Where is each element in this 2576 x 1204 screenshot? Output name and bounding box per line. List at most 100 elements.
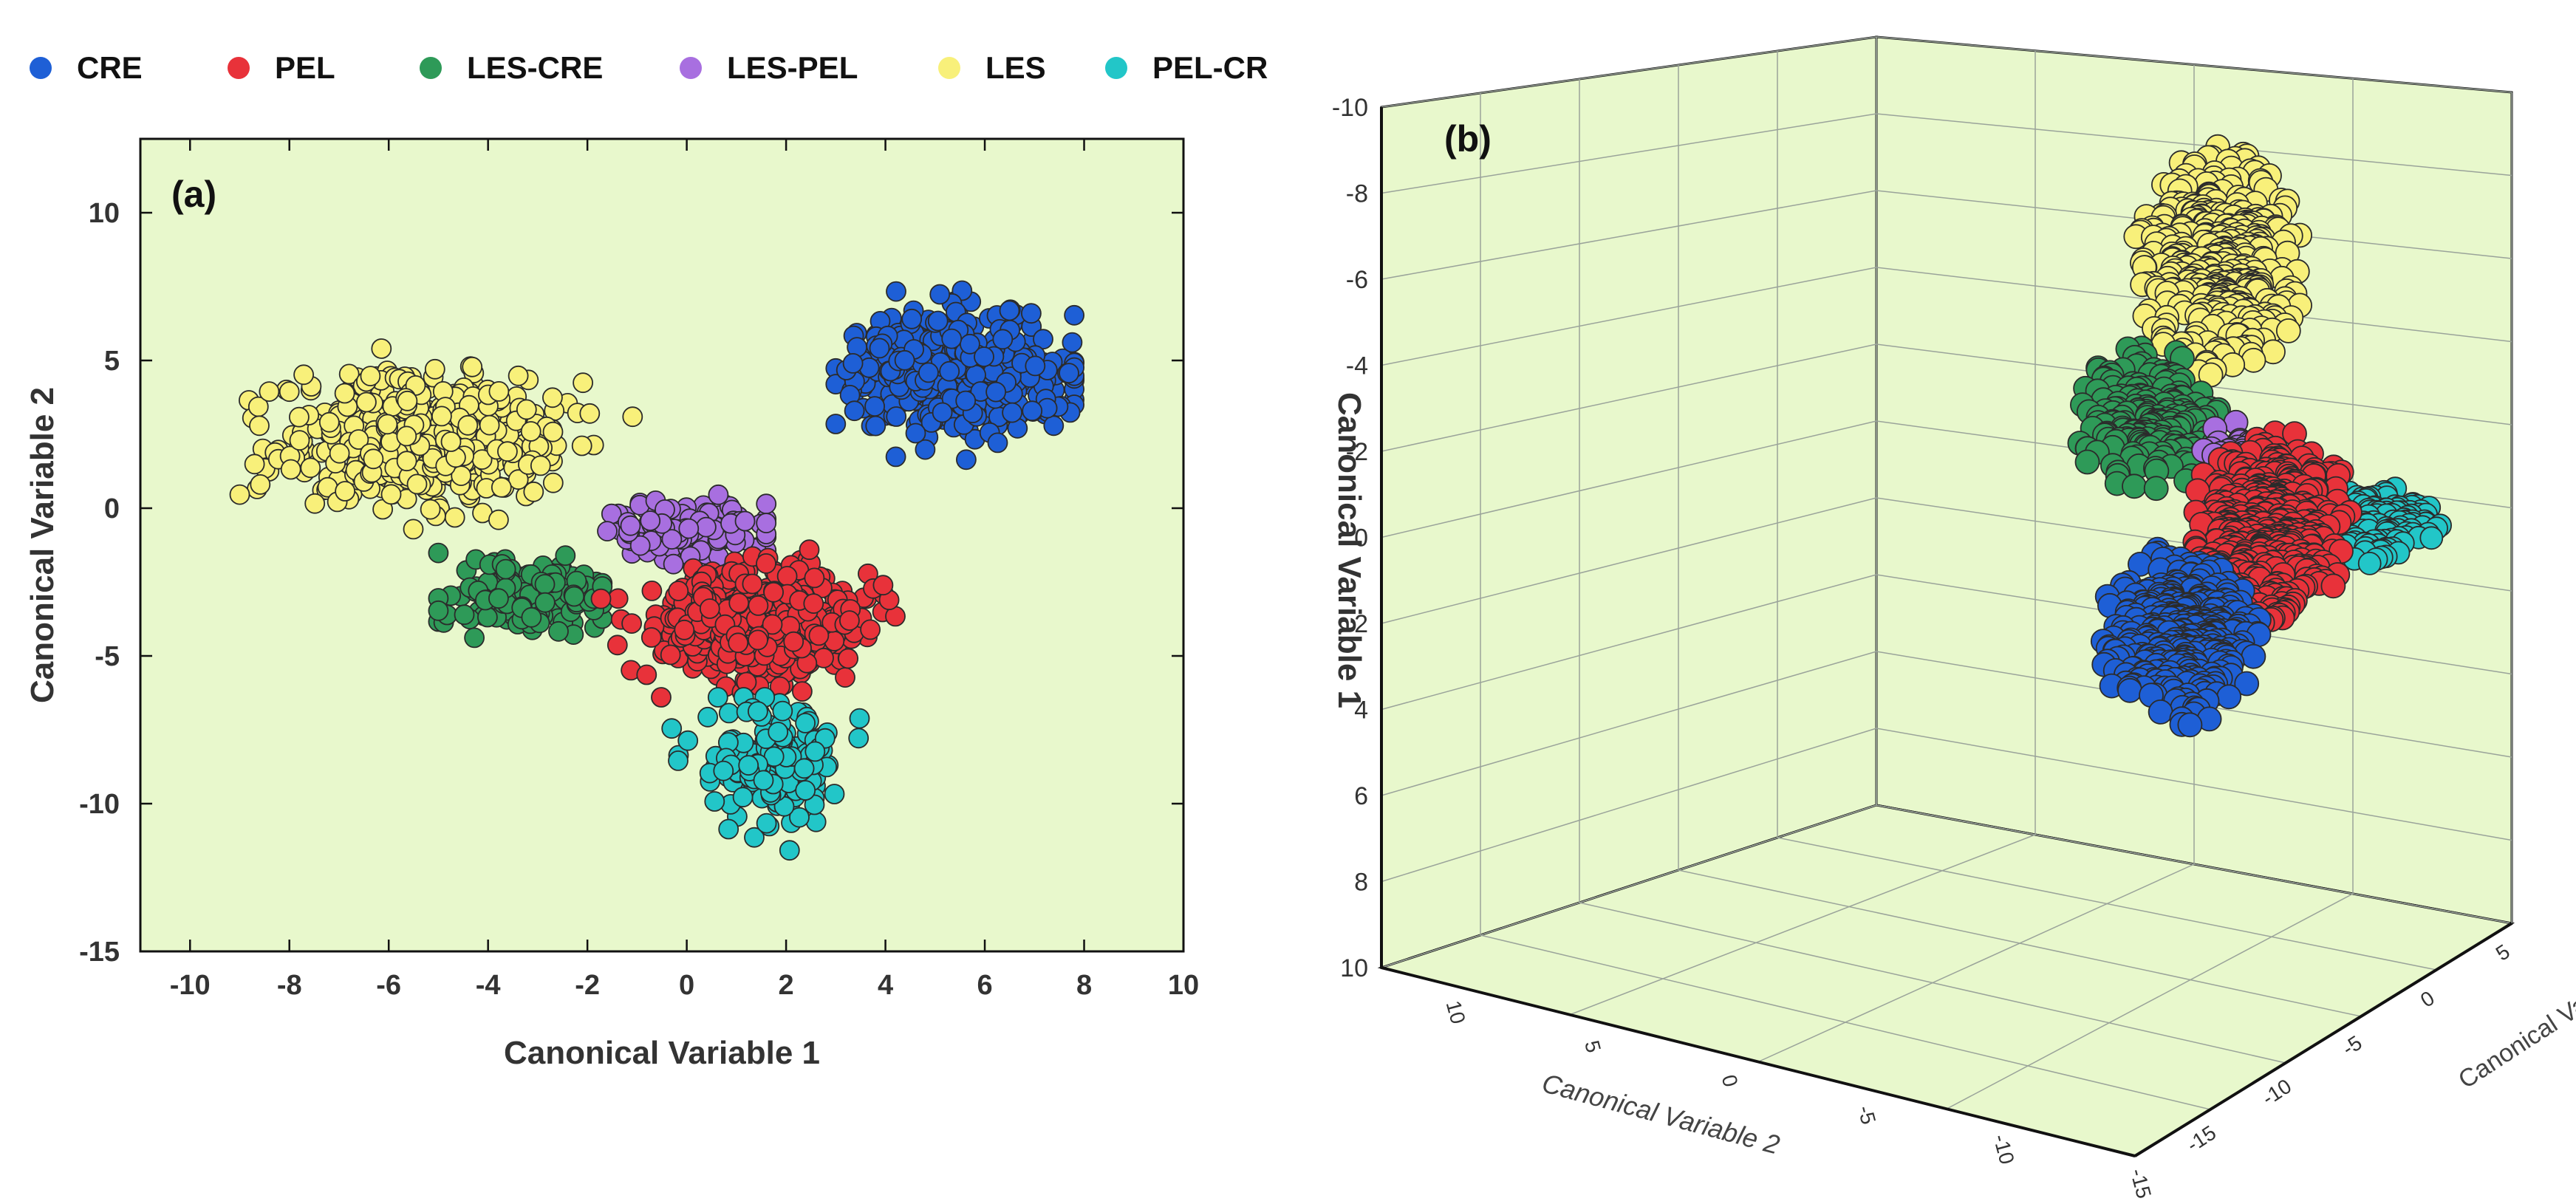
data-point-pel [728, 592, 750, 614]
z-tick-label: 5 [2492, 940, 2514, 965]
x-tick-label: -2 [575, 970, 600, 1001]
data-point-pel [660, 644, 681, 666]
axis-ticks-a: -10 -8 -6 -4 -2 0 2 4 6 8 10 -15 -10 -5 0 5 10 [79, 139, 1199, 1001]
data-point-pel [763, 581, 784, 603]
data-point-les [329, 442, 350, 464]
data-point-les-pel [597, 521, 618, 541]
data-point-pel-cr [713, 760, 734, 781]
data-point-les [304, 493, 326, 514]
x-tick-label: 4 [878, 970, 893, 1001]
legend-label-les: LES [985, 50, 1046, 85]
data-point-les-cre [2074, 449, 2100, 475]
data-point-pel [792, 681, 813, 702]
data-point-les-pel [678, 518, 700, 539]
data-point-les [530, 455, 551, 476]
data-point-pel [783, 631, 804, 652]
data-point-cre [865, 415, 886, 437]
data-point-les [579, 403, 601, 424]
legend-label-les-pel: LES-PEL [727, 50, 858, 85]
y-tick-label: -5 [95, 641, 120, 672]
x-tick-label: 6 [977, 970, 992, 1001]
y-tick-label: 8 [1354, 869, 1368, 897]
data-point-pel-cr [756, 813, 777, 834]
data-point-pel [699, 598, 720, 619]
data-point-les [377, 414, 398, 435]
data-point-pel-cr [2419, 526, 2444, 550]
data-point-pel-cr [795, 780, 816, 801]
data-point-les [396, 451, 417, 472]
data-point-pel-cr [707, 687, 728, 708]
data-point-pel [2320, 573, 2346, 599]
data-point-pel-cr [804, 794, 825, 815]
data-point-cre [886, 406, 907, 427]
data-point-les-cre [477, 606, 498, 628]
data-point-les [542, 421, 564, 442]
data-point-les-cre [454, 604, 475, 626]
y-tick-label: -8 [1346, 180, 1368, 208]
data-point-cre [869, 338, 890, 359]
data-point-les [497, 441, 518, 462]
data-point-les [2275, 318, 2301, 343]
data-point-pel [803, 593, 824, 614]
data-point-pel-cr [824, 784, 845, 804]
data-point-les-pel [756, 493, 777, 515]
data-point-pel [776, 566, 798, 586]
data-point-les [249, 415, 270, 437]
legend-label-les-cre: LES-CRE [467, 50, 604, 85]
data-point-pel-cr [849, 708, 870, 729]
data-point-pel [804, 567, 825, 589]
data-point-pel [762, 614, 783, 635]
data-point-cre [2177, 712, 2203, 738]
data-point-les [424, 358, 445, 380]
data-point-les-pel [708, 484, 729, 505]
y-tick-label: 0 [104, 493, 120, 524]
data-point-pel [590, 588, 612, 609]
data-point-les-cre [495, 558, 516, 580]
data-point-les-cre [534, 592, 556, 613]
data-point-pel-cr [793, 758, 815, 779]
data-point-pel-cr [789, 807, 810, 828]
data-point-pel-cr [2357, 552, 2382, 575]
data-point-cre [2216, 684, 2242, 710]
data-point-les-cre [2143, 476, 2169, 502]
data-point-les [300, 457, 321, 479]
data-point-cre [1059, 363, 1079, 384]
data-point-les-cre [555, 545, 576, 567]
legend-marker-les-pel [680, 57, 702, 79]
data-point-pel [728, 632, 749, 654]
data-point-les [293, 364, 315, 386]
data-point-pel-cr [779, 840, 800, 861]
data-point-cre [905, 423, 926, 444]
data-point-cre [918, 362, 939, 383]
x-tick-label: 10 [1442, 998, 1470, 1026]
data-point-les [508, 365, 529, 386]
data-point-cre [2148, 700, 2173, 725]
series-pel-cr [661, 687, 870, 861]
y-tick-label: -6 [1346, 266, 1368, 294]
data-point-pel-cr [718, 702, 739, 724]
data-point-les [244, 454, 265, 475]
data-point-les [488, 380, 510, 402]
data-point-pel-cr [677, 730, 699, 751]
data-point-les-cre [521, 606, 542, 628]
data-point-cre [844, 400, 865, 422]
data-point-pel [668, 581, 689, 601]
data-point-pel [835, 667, 855, 688]
data-point-pel-cr [795, 713, 816, 733]
data-point-les [516, 399, 537, 420]
z-tick-label: -10 [2258, 1075, 2295, 1110]
y-tick-label: -15 [79, 937, 120, 968]
z-axis-label-b: Canonical Variable 3 [2453, 945, 2576, 1094]
y-tick-label: 5 [104, 346, 120, 377]
legend-marker-pel-cr [1105, 57, 1127, 79]
data-point-les [542, 387, 563, 408]
data-point-les [2241, 347, 2266, 373]
data-point-les-cre [428, 542, 449, 564]
data-point-les [573, 372, 593, 394]
data-point-les [542, 472, 564, 493]
data-point-cre [1021, 303, 1042, 324]
y-tick-label: 6 [1354, 782, 1368, 810]
legend-marker-pel [228, 57, 250, 79]
x-tick-label: 0 [1718, 1073, 1743, 1090]
legend-marker-les-cre [420, 57, 442, 79]
